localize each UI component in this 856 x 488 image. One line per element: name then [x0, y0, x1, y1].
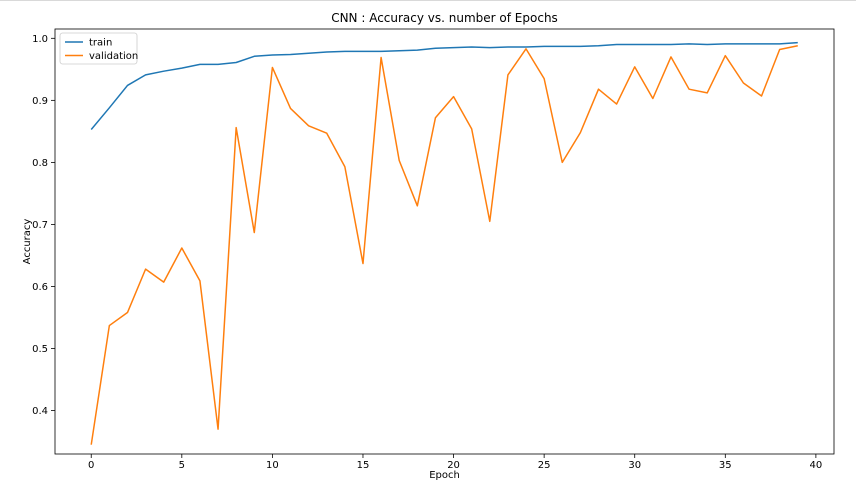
y-tick-label: 0.8	[32, 158, 48, 169]
y-tick-label: 1.0	[32, 34, 48, 45]
series-lines	[90, 41, 798, 445]
y-axis-ticks: 0.4 0.5 0.6 0.7 0.8 0.9 1.0	[32, 34, 55, 417]
x-tick-label: 5	[179, 460, 185, 471]
legend-label-validation: validation	[89, 51, 138, 62]
y-tick-label: 0.4	[32, 406, 48, 417]
chart-title: CNN : Accuracy vs. number of Epochs	[331, 11, 558, 25]
x-tick-label: 25	[538, 460, 551, 471]
plot-frame	[54, 28, 835, 455]
series-line-validation	[90, 45, 798, 445]
legend: train validation	[59, 32, 138, 65]
legend-label-train: train	[89, 38, 112, 49]
y-tick-label: 0.6	[32, 282, 48, 293]
x-tick-label: 20	[447, 460, 460, 471]
x-axis-label: Epoch	[429, 470, 460, 481]
x-tick-label: 10	[266, 460, 279, 471]
y-tick-label: 0.9	[32, 96, 48, 107]
y-axis-label: Accuracy	[22, 219, 33, 265]
x-tick-label: 0	[88, 460, 94, 471]
y-tick-label: 0.7	[32, 220, 48, 231]
x-axis-ticks: 0 5 10 15 20 25 30 35 40	[88, 454, 822, 471]
x-tick-label: 30	[628, 460, 641, 471]
x-tick-label: 15	[357, 460, 370, 471]
x-tick-label: 40	[810, 460, 823, 471]
plot-area	[54, 28, 835, 455]
series-line-train	[90, 41, 798, 130]
x-tick-label: 35	[719, 460, 732, 471]
y-tick-label: 0.5	[32, 344, 48, 355]
top-border	[0, 0, 856, 1]
